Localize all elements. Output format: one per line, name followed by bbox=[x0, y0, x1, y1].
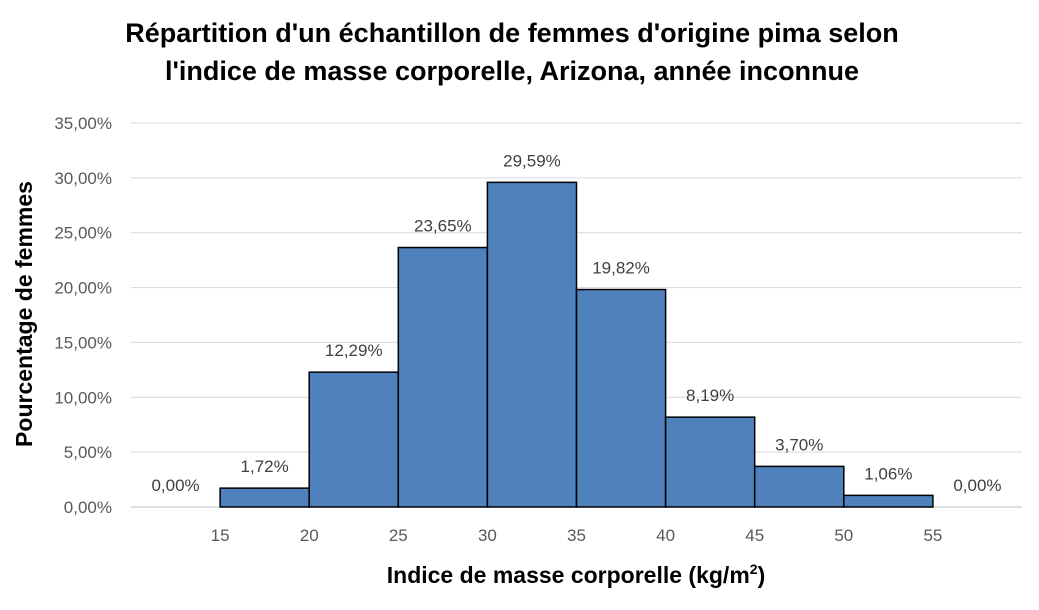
y-tick-label: 0,00% bbox=[64, 498, 112, 517]
y-tick-label: 15,00% bbox=[54, 333, 112, 352]
x-axis-title: Indice de masse corporelle (kg/m2) bbox=[387, 561, 766, 588]
x-tick-label: 55 bbox=[923, 526, 942, 545]
y-tick-label: 5,00% bbox=[64, 443, 112, 462]
histogram-bar bbox=[397, 246, 489, 508]
y-tick-label: 30,00% bbox=[54, 169, 112, 188]
histogram-bar bbox=[308, 371, 400, 508]
histogram-bar bbox=[843, 494, 934, 508]
x-tick-label: 30 bbox=[478, 526, 497, 545]
data-label: 8,19% bbox=[686, 386, 734, 405]
histogram-bar bbox=[753, 465, 845, 508]
x-tick-label: 35 bbox=[567, 526, 586, 545]
y-tick-label: 10,00% bbox=[54, 388, 112, 407]
data-label: 12,29% bbox=[325, 341, 383, 360]
y-axis-ticks: 0,00% 5,00% 10,00% 15,00% 20,00% 25,00% 30,00%… bbox=[54, 114, 112, 517]
data-label: 23,65% bbox=[414, 217, 472, 236]
chart-title: Répartition d'un échantillon de femmes d… bbox=[0, 14, 1024, 90]
x-tick-label: 20 bbox=[300, 526, 319, 545]
data-label: 3,70% bbox=[775, 435, 823, 454]
chart-title-line-1: Répartition d'un échantillon de femmes d… bbox=[125, 18, 899, 48]
data-labels: 0,00% 1,72% 12,29% 23,65% 29,59% 19,82% 8,19% 3… bbox=[151, 151, 1001, 495]
chart-title-line-2: l'indice de masse corporelle, Arizona, a… bbox=[164, 56, 860, 86]
histogram-bar bbox=[486, 181, 578, 508]
data-label: 1,06% bbox=[864, 464, 912, 483]
data-label: 29,59% bbox=[503, 151, 561, 170]
histogram-bar bbox=[664, 416, 756, 508]
y-tick-label: 25,00% bbox=[54, 224, 112, 243]
data-label: 0,00% bbox=[953, 476, 1001, 495]
y-tick-label: 20,00% bbox=[54, 279, 112, 298]
x-tick-label: 15 bbox=[211, 526, 230, 545]
x-tick-label: 45 bbox=[745, 526, 764, 545]
x-axis-ticks: 15 20 25 30 35 40 45 50 55 bbox=[211, 526, 943, 545]
histogram-bar bbox=[219, 487, 310, 508]
data-label: 19,82% bbox=[592, 259, 650, 278]
histogram-bar bbox=[575, 288, 667, 508]
x-tick-label: 50 bbox=[834, 526, 853, 545]
data-label: 1,72% bbox=[241, 457, 289, 476]
x-tick-label: 25 bbox=[389, 526, 408, 545]
data-label: 0,00% bbox=[151, 476, 199, 495]
y-tick-label: 35,00% bbox=[54, 114, 112, 133]
x-tick-label: 40 bbox=[656, 526, 675, 545]
y-axis-title: Pourcentage de femmes bbox=[11, 181, 37, 447]
bars bbox=[219, 181, 934, 508]
